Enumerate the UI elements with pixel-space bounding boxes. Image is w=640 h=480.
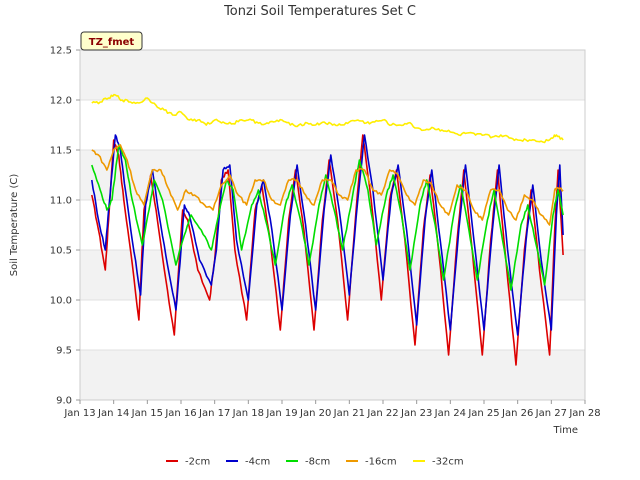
x-tick-label: Jan 14 — [97, 408, 129, 419]
series-lines — [91, 93, 564, 366]
y-tick-label: 11.0 — [50, 196, 72, 207]
y-tick-label: 10.0 — [50, 296, 72, 307]
legend-label: -4cm — [245, 457, 270, 468]
plot-band — [80, 300, 585, 350]
chart-title: Tonzi Soil Temperatures Set C — [223, 4, 416, 19]
y-tick-label: 12.0 — [50, 96, 72, 107]
series-line-16cm — [91, 144, 564, 226]
y-tick-label: 11.5 — [50, 146, 72, 157]
plot-band — [80, 350, 585, 400]
x-tick-label: Jan 19 — [265, 408, 297, 419]
y-axis-label: Soil Temperature (C) — [9, 174, 20, 277]
x-tick-label: Jan 20 — [299, 408, 331, 419]
x-tick-label: Jan 25 — [467, 408, 499, 419]
series-line-32cm — [91, 93, 564, 144]
x-axis-label: Time — [553, 425, 578, 436]
y-tick-label: 10.5 — [50, 246, 72, 257]
y-tick-label: 9.0 — [56, 396, 72, 407]
x-tick-label: Jan 23 — [400, 408, 432, 419]
site-annotation-box — [80, 31, 143, 51]
legend-label: -16cm — [365, 457, 397, 468]
plot-background-bands — [80, 50, 585, 400]
y-tick-label: 9.5 — [56, 346, 72, 357]
x-tick-label: Jan 15 — [131, 408, 163, 419]
y-axis-ticks: 9.0 9.5 10.0 10.5 11.0 11.5 12.0 12.5 — [50, 46, 80, 407]
legend-label: -32cm — [432, 457, 464, 468]
x-tick-label: Jan 26 — [501, 408, 533, 419]
legend: -2cm -4cm -8cm -16cm -32cm — [166, 457, 464, 468]
legend-label: -8cm — [305, 457, 330, 468]
plot-area-frame — [79, 49, 586, 401]
x-tick-label: Jan 17 — [198, 408, 230, 419]
y-tick-label: 12.5 — [50, 46, 72, 57]
site-annotation: TZ_fmet — [80, 31, 143, 51]
x-tick-label: Jan 13 — [63, 408, 95, 419]
site-annotation-text: TZ_fmet — [89, 37, 135, 48]
plot-band — [80, 50, 585, 100]
plot-band — [80, 250, 585, 300]
series-line-4cm — [91, 134, 564, 336]
x-tick-label: Jan 16 — [164, 408, 196, 419]
x-tick-label: Jan 21 — [333, 408, 365, 419]
x-tick-label: Jan 28 — [568, 408, 600, 419]
x-tick-label: Jan 18 — [232, 408, 264, 419]
legend-label: -2cm — [185, 457, 210, 468]
x-tick-label: Jan 27 — [535, 408, 567, 419]
x-tick-label: Jan 22 — [366, 408, 398, 419]
x-tick-label: Jan 24 — [434, 408, 466, 419]
x-axis-ticks: Jan 13 Jan 14 Jan 15 Jan 16 Jan 17 Jan 18 Jan … — [63, 400, 601, 419]
series-line-8cm — [91, 144, 564, 291]
